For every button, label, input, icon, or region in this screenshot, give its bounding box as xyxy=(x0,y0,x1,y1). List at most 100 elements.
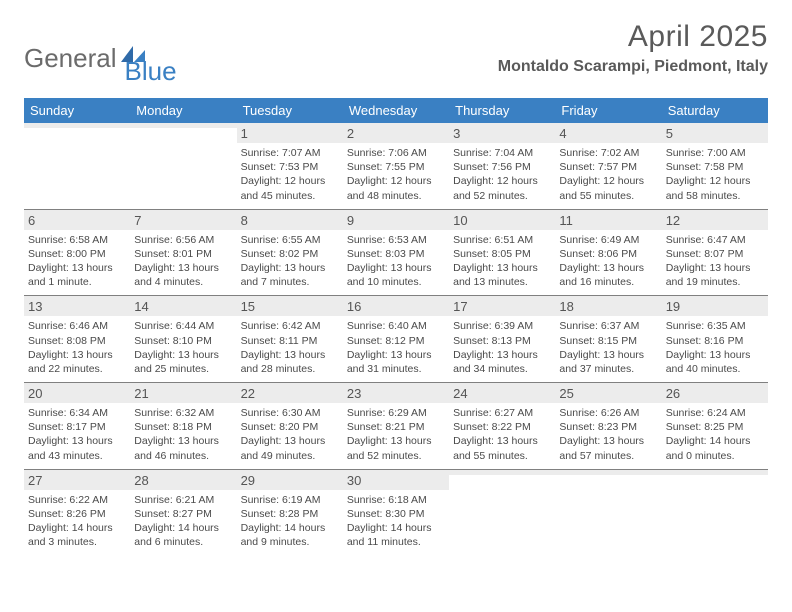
day-number: 1 xyxy=(237,123,343,143)
daylight-line: Daylight: 13 hours and 55 minutes. xyxy=(453,434,551,462)
calendar: Sunday Monday Tuesday Wednesday Thursday… xyxy=(24,98,768,555)
sunrise-line: Sunrise: 6:30 AM xyxy=(241,406,339,420)
day-body: Sunrise: 6:22 AMSunset: 8:26 PMDaylight:… xyxy=(28,493,126,550)
day-number: 14 xyxy=(130,296,236,316)
calendar-day: 23Sunrise: 6:29 AMSunset: 8:21 PMDayligh… xyxy=(343,383,449,469)
sunrise-line: Sunrise: 6:55 AM xyxy=(241,233,339,247)
sunrise-line: Sunrise: 6:18 AM xyxy=(347,493,445,507)
calendar-day: 20 Sunrise: 6:34 AMSunset: 8:17 PMDayligh… xyxy=(24,383,130,469)
sunset-line: Sunset: 7:55 PM xyxy=(347,160,445,174)
daylight-line: Daylight: 13 hours and 28 minutes. xyxy=(241,348,339,376)
calendar-day: 29Sunrise: 6:19 AMSunset: 8:28 PMDayligh… xyxy=(237,470,343,556)
dow-header-row: Sunday Monday Tuesday Wednesday Thursday… xyxy=(24,98,768,123)
sunrise-line: Sunrise: 6:21 AM xyxy=(134,493,232,507)
calendar-day: 15Sunrise: 6:42 AMSunset: 8:11 PMDayligh… xyxy=(237,296,343,382)
daylight-line: Daylight: 13 hours and 40 minutes. xyxy=(666,348,764,376)
day-number: 9 xyxy=(343,210,449,230)
day-body: Sunrise: 7:06 AMSunset: 7:55 PMDaylight:… xyxy=(347,146,445,203)
daylight-line: Daylight: 13 hours and 4 minutes. xyxy=(134,261,232,289)
sunrise-line: Sunrise: 7:06 AM xyxy=(347,146,445,160)
sunrise-line: Sunrise: 6:56 AM xyxy=(134,233,232,247)
day-number: 24 xyxy=(449,383,555,403)
sunrise-line: Sunrise: 6:27 AM xyxy=(453,406,551,420)
calendar-day: 2 Sunrise: 7:06 AMSunset: 7:55 PMDaylight… xyxy=(343,123,449,209)
day-number: 11 xyxy=(555,210,661,230)
dow-header: Monday xyxy=(130,98,236,123)
daylight-line: Daylight: 13 hours and 57 minutes. xyxy=(559,434,657,462)
sunrise-line: Sunrise: 6:49 AM xyxy=(559,233,657,247)
day-number: 3 xyxy=(449,123,555,143)
daylight-line: Daylight: 13 hours and 10 minutes. xyxy=(347,261,445,289)
day-number: 2 xyxy=(343,123,449,143)
brand-logo: General Blue xyxy=(24,20,177,87)
calendar-day: 3 Sunrise: 7:04 AMSunset: 7:56 PMDaylight… xyxy=(449,123,555,209)
calendar-day: 28Sunrise: 6:21 AMSunset: 8:27 PMDayligh… xyxy=(130,470,236,556)
day-number: 7 xyxy=(130,210,236,230)
calendar-day: 4Sunrise: 7:02 AMSunset: 7:57 PMDaylight… xyxy=(555,123,661,209)
calendar-day xyxy=(662,470,768,556)
day-number xyxy=(449,470,555,475)
sunset-line: Sunset: 8:30 PM xyxy=(347,507,445,521)
day-body: Sunrise: 6:34 AMSunset: 8:17 PMDaylight:… xyxy=(28,406,126,463)
day-number: 23 xyxy=(343,383,449,403)
day-body: Sunrise: 6:26 AMSunset: 8:23 PMDaylight:… xyxy=(559,406,657,463)
page-title: April 2025 xyxy=(498,20,768,54)
calendar-day: 18Sunrise: 6:37 AMSunset: 8:15 PMDayligh… xyxy=(555,296,661,382)
day-number: 30 xyxy=(343,470,449,490)
day-number: 13 xyxy=(24,296,130,316)
sunset-line: Sunset: 8:22 PM xyxy=(453,420,551,434)
sunrise-line: Sunrise: 6:29 AM xyxy=(347,406,445,420)
day-body: Sunrise: 6:51 AMSunset: 8:05 PMDaylight:… xyxy=(453,233,551,290)
day-body: Sunrise: 6:56 AMSunset: 8:01 PMDaylight:… xyxy=(134,233,232,290)
day-body: Sunrise: 6:58 AMSunset: 8:00 PMDaylight:… xyxy=(28,233,126,290)
sunrise-line: Sunrise: 6:40 AM xyxy=(347,319,445,333)
day-number: 10 xyxy=(449,210,555,230)
sunrise-line: Sunrise: 6:22 AM xyxy=(28,493,126,507)
day-number: 5 xyxy=(662,123,768,143)
day-number: 17 xyxy=(449,296,555,316)
calendar-day: 5Sunrise: 7:00 AMSunset: 7:58 PMDaylight… xyxy=(662,123,768,209)
sunrise-line: Sunrise: 6:53 AM xyxy=(347,233,445,247)
sunset-line: Sunset: 8:16 PM xyxy=(666,334,764,348)
sunrise-line: Sunrise: 6:58 AM xyxy=(28,233,126,247)
sunset-line: Sunset: 8:05 PM xyxy=(453,247,551,261)
sunset-line: Sunset: 7:53 PM xyxy=(241,160,339,174)
page-location: Montaldo Scarampi, Piedmont, Italy xyxy=(498,58,768,76)
day-body: Sunrise: 7:04 AMSunset: 7:56 PMDaylight:… xyxy=(453,146,551,203)
sunset-line: Sunset: 8:15 PM xyxy=(559,334,657,348)
sunrise-line: Sunrise: 6:24 AM xyxy=(666,406,764,420)
dow-header: Thursday xyxy=(449,98,555,123)
sunrise-line: Sunrise: 6:47 AM xyxy=(666,233,764,247)
sunrise-line: Sunrise: 6:51 AM xyxy=(453,233,551,247)
day-body: Sunrise: 6:37 AMSunset: 8:15 PMDaylight:… xyxy=(559,319,657,376)
calendar-day: 6Sunrise: 6:58 AMSunset: 8:00 PMDaylight… xyxy=(24,210,130,296)
day-body: Sunrise: 6:27 AMSunset: 8:22 PMDaylight:… xyxy=(453,406,551,463)
sunset-line: Sunset: 8:12 PM xyxy=(347,334,445,348)
daylight-line: Daylight: 13 hours and 49 minutes. xyxy=(241,434,339,462)
dow-header: Tuesday xyxy=(237,98,343,123)
day-body: Sunrise: 6:53 AMSunset: 8:03 PMDaylight:… xyxy=(347,233,445,290)
dow-header: Wednesday xyxy=(343,98,449,123)
daylight-line: Daylight: 13 hours and 22 minutes. xyxy=(28,348,126,376)
calendar-day xyxy=(555,470,661,556)
sunset-line: Sunset: 8:00 PM xyxy=(28,247,126,261)
day-number: 8 xyxy=(237,210,343,230)
day-number: 22 xyxy=(237,383,343,403)
daylight-line: Daylight: 13 hours and 25 minutes. xyxy=(134,348,232,376)
daylight-line: Daylight: 14 hours and 6 minutes. xyxy=(134,521,232,549)
day-body: Sunrise: 6:30 AMSunset: 8:20 PMDaylight:… xyxy=(241,406,339,463)
day-body: Sunrise: 7:02 AMSunset: 7:57 PMDaylight:… xyxy=(559,146,657,203)
sunset-line: Sunset: 8:01 PM xyxy=(134,247,232,261)
day-body: Sunrise: 6:32 AMSunset: 8:18 PMDaylight:… xyxy=(134,406,232,463)
day-number: 20 xyxy=(24,383,130,403)
calendar-day: 17 Sunrise: 6:39 AMSunset: 8:13 PMDayligh… xyxy=(449,296,555,382)
daylight-line: Daylight: 13 hours and 52 minutes. xyxy=(347,434,445,462)
top-bar: General Blue April 2025 Montaldo Scaramp… xyxy=(24,20,768,94)
day-body: Sunrise: 6:49 AMSunset: 8:06 PMDaylight:… xyxy=(559,233,657,290)
daylight-line: Daylight: 13 hours and 31 minutes. xyxy=(347,348,445,376)
daylight-line: Daylight: 13 hours and 34 minutes. xyxy=(453,348,551,376)
calendar-day: 24 Sunrise: 6:27 AMSunset: 8:22 PMDayligh… xyxy=(449,383,555,469)
day-body: Sunrise: 6:39 AMSunset: 8:13 PMDaylight:… xyxy=(453,319,551,376)
sunset-line: Sunset: 8:03 PM xyxy=(347,247,445,261)
day-number: 15 xyxy=(237,296,343,316)
